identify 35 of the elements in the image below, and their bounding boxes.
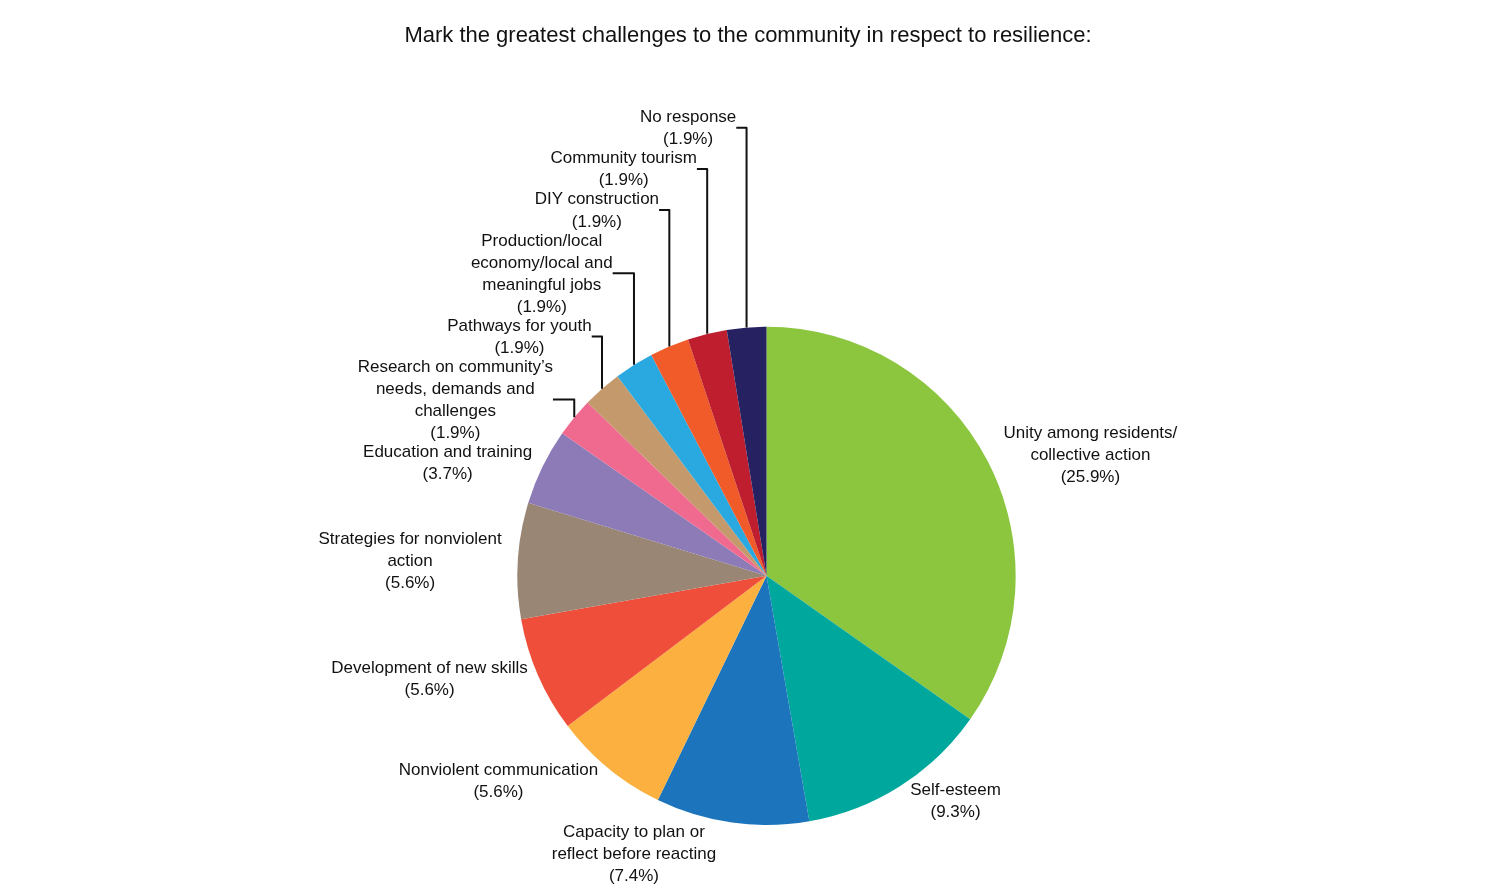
data-label: (3.7%) — [422, 464, 473, 484]
slice-label: Strategies for nonviolent action — [318, 528, 503, 571]
data-label: (1.9%) — [663, 129, 714, 149]
slice-label: DIY construction — [534, 189, 660, 209]
slice-label: Production/local economy/local and meaningful jobs — [470, 230, 613, 294]
pie-slice — [688, 329, 767, 576]
data-label: (25.9%) — [1060, 467, 1121, 486]
slice-label: Community tourism — [550, 148, 697, 168]
data-label: (1.9%) — [571, 211, 622, 231]
slice-label: Unity among residents/ collective action — [1003, 422, 1178, 464]
slice-label: Nonviolent communication — [398, 760, 599, 780]
pie-slice — [651, 339, 767, 576]
data-label: (5.6%) — [473, 782, 524, 802]
slice-label: Research on community’s needs, demands and challenges — [357, 356, 553, 421]
data-label: (7.4%) — [608, 866, 659, 886]
pie-slice — [617, 354, 767, 576]
slice-label: Education and training — [363, 442, 533, 462]
slice-label: Pathways for youth — [447, 315, 592, 335]
pie-slice — [517, 502, 767, 620]
data-label: (1.9%) — [494, 337, 545, 357]
slice-label: Development of new skills — [331, 658, 528, 678]
data-label: (1.9%) — [516, 296, 567, 316]
data-label: (9.3%) — [930, 802, 981, 822]
slice-label: No response — [639, 107, 737, 127]
data-label: (1.9%) — [598, 170, 649, 190]
data-label: (5.6%) — [404, 680, 455, 700]
slice-label: Capacity to plan or reflect before reacting — [551, 821, 717, 864]
chart-title: Mark the greatest challenges to the community in respect to resilience: — [404, 22, 1092, 48]
pie-slice — [657, 575, 810, 825]
pie-slice — [587, 376, 767, 576]
slice-label: Self-esteem — [910, 780, 1001, 800]
pie-slice — [562, 402, 767, 576]
data-label: (1.9%) — [430, 423, 481, 443]
pie-slice — [726, 326, 767, 576]
data-label: (5.6%) — [385, 573, 436, 593]
